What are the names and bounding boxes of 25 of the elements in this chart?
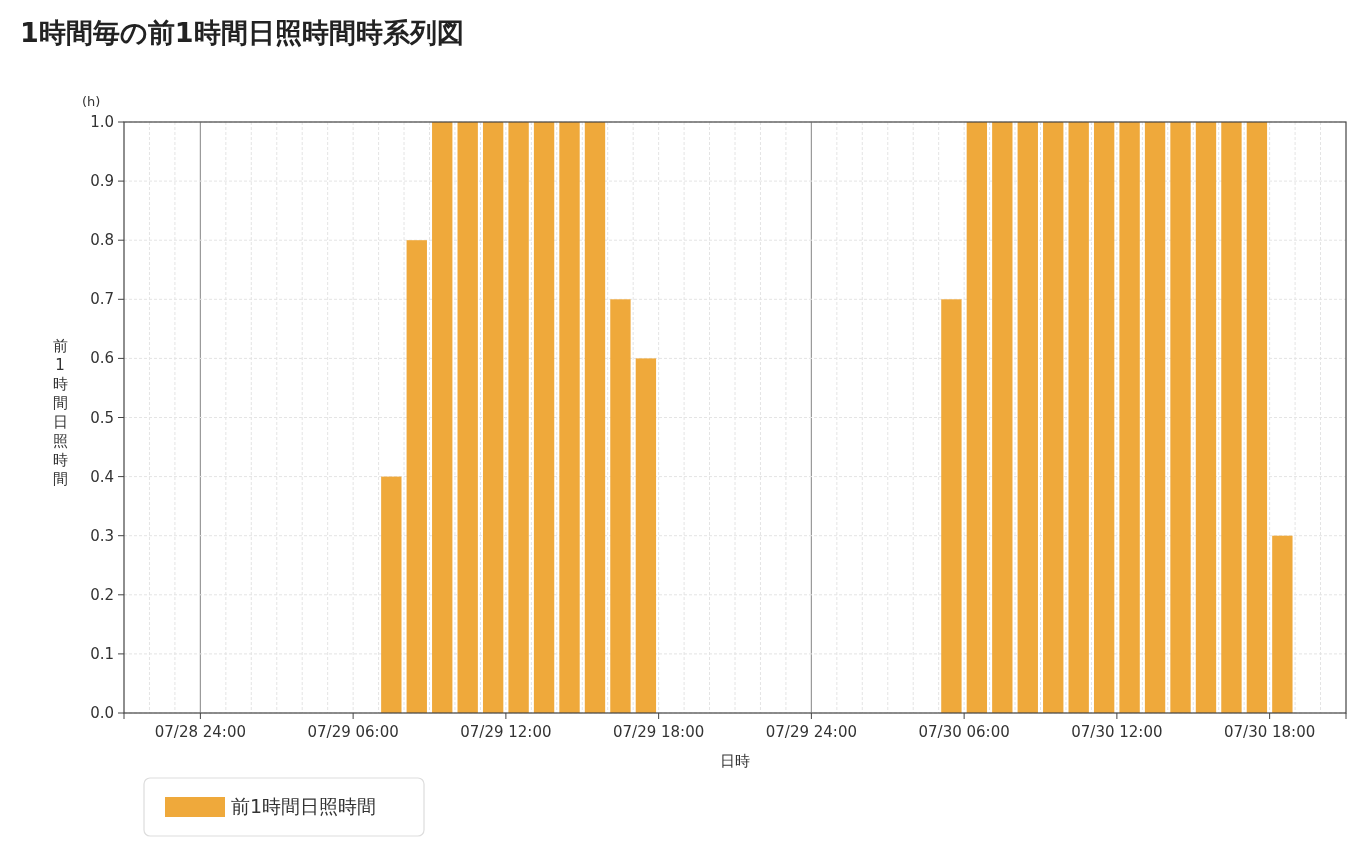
x-tick-label: 07/29 06:00 — [307, 723, 399, 741]
chart-title: 1時間毎の前1時間日照時間時系列図 — [20, 17, 464, 48]
x-tick-label: 07/29 24:00 — [765, 723, 857, 741]
x-axis-title: 日時 — [720, 752, 750, 770]
x-tick-label: 07/30 12:00 — [1071, 723, 1163, 741]
y-tick-label: 0.0 — [90, 704, 114, 722]
legend: 前1時間日照時間 — [143, 777, 425, 837]
legend-label: 前1時間日照時間 — [231, 795, 377, 817]
y-tick-label: 0.3 — [90, 526, 114, 545]
x-tick-label: 07/28 24:00 — [154, 723, 246, 741]
y-tick-label: 0.8 — [90, 231, 114, 250]
y-tick-label: 0.1 — [90, 644, 114, 663]
x-tick-label: 07/29 12:00 — [460, 723, 552, 741]
text: (h) — [82, 94, 101, 109]
y-tick-label: 0.6 — [90, 349, 114, 368]
y-tick-label: 0.4 — [90, 467, 114, 486]
x-tick-label: 07/30 06:00 — [918, 723, 1010, 741]
y-tick-label: 0.7 — [90, 290, 114, 309]
x-tick-label: 07/30 18:00 — [1224, 723, 1316, 741]
y-axis-title: 前1時間日照時間 — [52, 337, 68, 488]
y-tick-label: 0.2 — [90, 585, 114, 604]
y-tick-label: 0.5 — [90, 408, 114, 427]
y-tick-label: 1.0 — [90, 113, 114, 131]
y-tick-label: 0.9 — [90, 172, 114, 191]
x-tick-label: 07/29 18:00 — [613, 723, 705, 741]
